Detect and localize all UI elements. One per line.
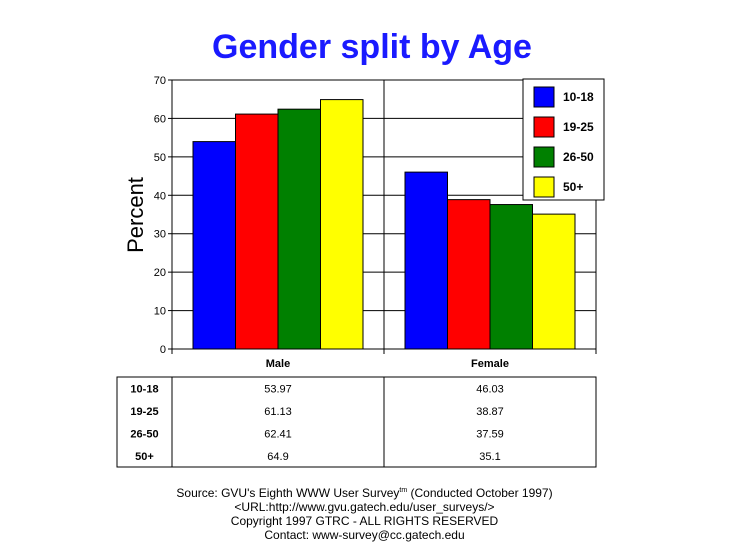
table-cell: 53.97 — [264, 383, 292, 395]
footer: Source: GVU's Eighth WWW User Surveytm (… — [0, 484, 729, 542]
bar — [192, 141, 236, 350]
copyright-line: Copyright 1997 GTRC - ALL RIGHTS RESERVE… — [230, 514, 499, 528]
bar — [320, 99, 364, 350]
bars — [192, 99, 576, 350]
y-tick-label: 60 — [154, 113, 166, 125]
table-row-label: 19-25 — [130, 406, 158, 418]
source-prefix: Source: GVU's Eighth WWW User Survey — [176, 486, 400, 500]
bar — [235, 113, 279, 350]
source-suffix: (Conducted October 1997) — [407, 486, 553, 500]
table-cell: 38.87 — [476, 406, 504, 418]
data-table: 10-18 53.97 46.03 19-25 61.13 38.87 26-50 62.41… — [116, 376, 597, 468]
legend-label: 50+ — [563, 180, 583, 194]
y-tick-label: 20 — [154, 267, 166, 279]
table-cell: 62.41 — [264, 428, 292, 440]
legend-label: 10-18 — [563, 90, 594, 104]
bar — [489, 204, 533, 350]
table-cell: 35.1 — [479, 451, 500, 463]
table-row-label: 26-50 — [130, 428, 158, 440]
x-tick-label: Male — [266, 358, 290, 370]
table-cell: 37.59 — [476, 428, 504, 440]
bar — [404, 171, 448, 350]
source-sup: tm — [399, 487, 408, 494]
table-border — [116, 376, 597, 468]
y-axis-label: Percent — [123, 177, 148, 253]
chart-title: Gender split by Age — [212, 28, 532, 66]
source-url: <URL:http://www.gvu.gatech.edu/user_surv… — [234, 500, 495, 514]
table-row-label: 10-18 — [130, 383, 158, 395]
legend-swatch — [533, 116, 555, 138]
legend-label: 26-50 — [563, 150, 594, 164]
table-cell: 64.9 — [267, 451, 288, 463]
legend-swatch — [533, 146, 555, 168]
table-cell: 61.13 — [264, 406, 292, 418]
legend: 10-18 19-25 26-50 50+ — [522, 78, 605, 201]
table-row-label: 50+ — [135, 451, 154, 463]
legend-swatch — [533, 176, 555, 198]
contact-line: Contact: www-survey@cc.gatech.edu — [264, 528, 465, 542]
source-line: Source: GVU's Eighth WWW User Surveytm (… — [0, 484, 729, 500]
y-tick-label: 0 — [160, 344, 166, 356]
y-tick-label: 40 — [154, 190, 166, 202]
bar — [447, 199, 491, 350]
table-cell: 46.03 — [476, 383, 504, 395]
y-tick-label: 30 — [154, 229, 166, 241]
y-tick-label: 50 — [154, 152, 166, 164]
legend-label: 19-25 — [563, 120, 594, 134]
bar — [277, 108, 321, 350]
y-tick-label: 10 — [154, 306, 166, 318]
legend-swatch — [533, 86, 555, 108]
bar — [532, 213, 576, 350]
y-tick-label: 70 — [154, 75, 166, 87]
x-tick-label: Female — [471, 358, 509, 370]
